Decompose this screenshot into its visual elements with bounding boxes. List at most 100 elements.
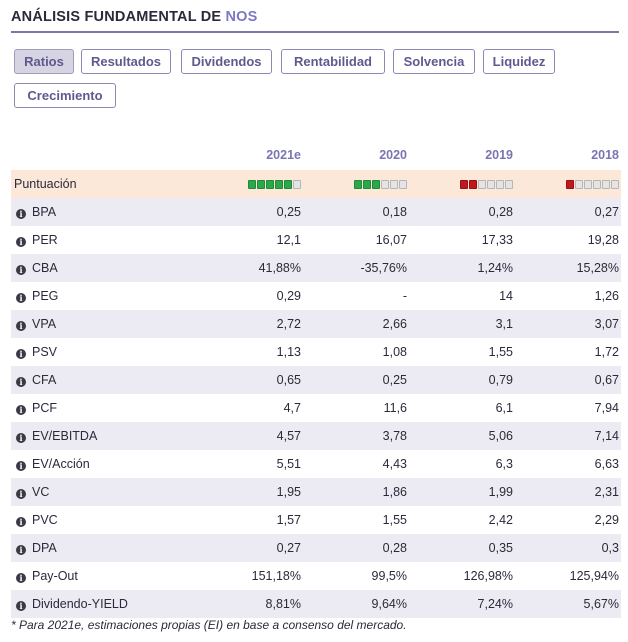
value-cell: 3,07 [515, 310, 621, 338]
score-bar [566, 180, 619, 190]
value-cell: 5,67% [515, 590, 621, 618]
score-segment-filled [460, 180, 468, 190]
value-cell: 0,79 [409, 366, 515, 394]
value-cell: 3,78 [303, 422, 409, 450]
value-cell: 3,1 [409, 310, 515, 338]
ratio-name: CFA [32, 373, 57, 387]
info-icon[interactable]: i [16, 293, 26, 303]
value-cell: 1,13 [276, 345, 301, 359]
value-cell: 0,65 [173, 366, 303, 394]
info-icon[interactable]: i [16, 237, 26, 247]
tab-resultados[interactable]: Resultados [81, 49, 171, 74]
info-icon[interactable]: i [16, 321, 26, 331]
value-cell: 6,3 [495, 457, 513, 471]
value-cell: 7,14 [515, 422, 621, 450]
score-segment-filled [363, 180, 371, 190]
info-icon[interactable]: i [16, 377, 26, 387]
ratio-name-cell: i EV/Acción [11, 450, 173, 478]
header-empty [11, 140, 173, 170]
table-row: i VPA 2,72 2,66 3,1 3,07 [11, 310, 621, 338]
value-cell: 0,3 [515, 534, 621, 562]
info-icon[interactable]: i [16, 573, 26, 583]
score-cell [303, 170, 409, 198]
score-label: Puntuación [11, 170, 173, 198]
value-cell: 11,6 [383, 401, 407, 415]
table-row: i PVC 1,57 1,55 2,42 2,29 [11, 506, 621, 534]
info-icon[interactable]: i [16, 265, 26, 275]
value-cell: 7,94 [594, 401, 619, 415]
value-cell: 1,99 [409, 478, 515, 506]
ratio-name: PEG [32, 289, 59, 303]
tab-ratios[interactable]: Ratios [14, 49, 74, 74]
footnote: * Para 2021e, estimaciones propias (EI) … [11, 618, 407, 632]
value-cell: 126,98% [463, 569, 513, 583]
table-row: i BPA 0,25 0,18 0,28 0,27 [11, 198, 621, 226]
score-segment-empty [505, 180, 513, 190]
info-icon[interactable]: i [16, 601, 26, 611]
info-icon[interactable]: i [16, 349, 26, 359]
value-cell: 15,28% [515, 254, 621, 282]
value-cell: 125,94% [569, 569, 619, 583]
value-cell: - [402, 289, 407, 303]
score-segment-filled [248, 180, 256, 190]
score-segment-filled [275, 180, 283, 190]
tab-solvencia[interactable]: Solvencia [393, 49, 475, 74]
table-row: i CFA 0,65 0,25 0,79 0,67 [11, 366, 621, 394]
value-cell: 2,42 [488, 513, 513, 527]
ratio-name-cell: i PEG [11, 282, 173, 310]
score-segment-filled [566, 180, 574, 190]
info-icon[interactable]: i [16, 209, 26, 219]
ratio-name: PER [32, 233, 58, 247]
value-cell: 0,67 [515, 366, 621, 394]
value-cell: 1,08 [382, 345, 407, 359]
value-cell: 0,29 [276, 289, 301, 303]
value-cell: 5,06 [409, 422, 515, 450]
tab-dividendos[interactable]: Dividendos [181, 49, 272, 74]
value-cell: 1,95 [173, 478, 303, 506]
value-cell: 16,07 [375, 233, 407, 247]
score-segment-filled [266, 180, 274, 190]
score-bar [460, 180, 513, 190]
score-bar [248, 180, 301, 190]
page-title: ANÁLISIS FUNDAMENTAL DE NOS [11, 9, 619, 33]
score-segment-empty [399, 180, 407, 190]
score-segment-filled [284, 180, 292, 190]
value-cell: 4,57 [173, 422, 303, 450]
score-cell [173, 170, 303, 198]
value-cell: 9,64% [303, 590, 409, 618]
info-icon[interactable]: i [16, 405, 26, 415]
value-cell: 2,31 [515, 478, 621, 506]
value-cell: 0,25 [173, 198, 303, 226]
ratio-name-cell: i PER [11, 226, 173, 254]
title-prefix: ANÁLISIS FUNDAMENTAL DE [11, 9, 226, 25]
value-cell: 14 [499, 289, 513, 303]
score-segment-filled [469, 180, 477, 190]
info-icon[interactable]: i [16, 517, 26, 527]
score-segment-empty [381, 180, 389, 190]
info-icon[interactable]: i [16, 433, 26, 443]
score-segment-filled [372, 180, 380, 190]
value-cell: 0,27 [515, 198, 621, 226]
score-row: Puntuación [11, 170, 621, 198]
ratio-name: EV/EBITDA [32, 429, 98, 443]
tab-crecimiento[interactable]: Crecimiento [14, 83, 116, 108]
table-row: i VC 1,95 1,86 1,99 2,31 [11, 478, 621, 506]
value-cell: 17,33 [481, 233, 513, 247]
info-icon[interactable]: i [16, 545, 26, 555]
ratio-name: VPA [32, 317, 57, 331]
score-cell [515, 170, 621, 198]
value-cell: 1,57 [276, 513, 301, 527]
score-segment-empty [487, 180, 495, 190]
score-segment-empty [293, 180, 301, 190]
ratio-name: DPA [32, 541, 57, 555]
ratio-name-cell: i VPA [11, 310, 173, 338]
value-cell: 99,5% [371, 569, 407, 583]
score-segment-empty [496, 180, 504, 190]
info-icon[interactable]: i [16, 461, 26, 471]
ratio-name-cell: i CBA [11, 254, 173, 282]
info-icon[interactable]: i [16, 489, 26, 499]
table-row: i EV/Acción 5,51 4,43 6,3 6,63 [11, 450, 621, 478]
tab-rentabilidad[interactable]: Rentabilidad [281, 49, 385, 74]
ratio-name: Pay-Out [32, 569, 78, 583]
tab-liquidez[interactable]: Liquidez [483, 49, 555, 74]
